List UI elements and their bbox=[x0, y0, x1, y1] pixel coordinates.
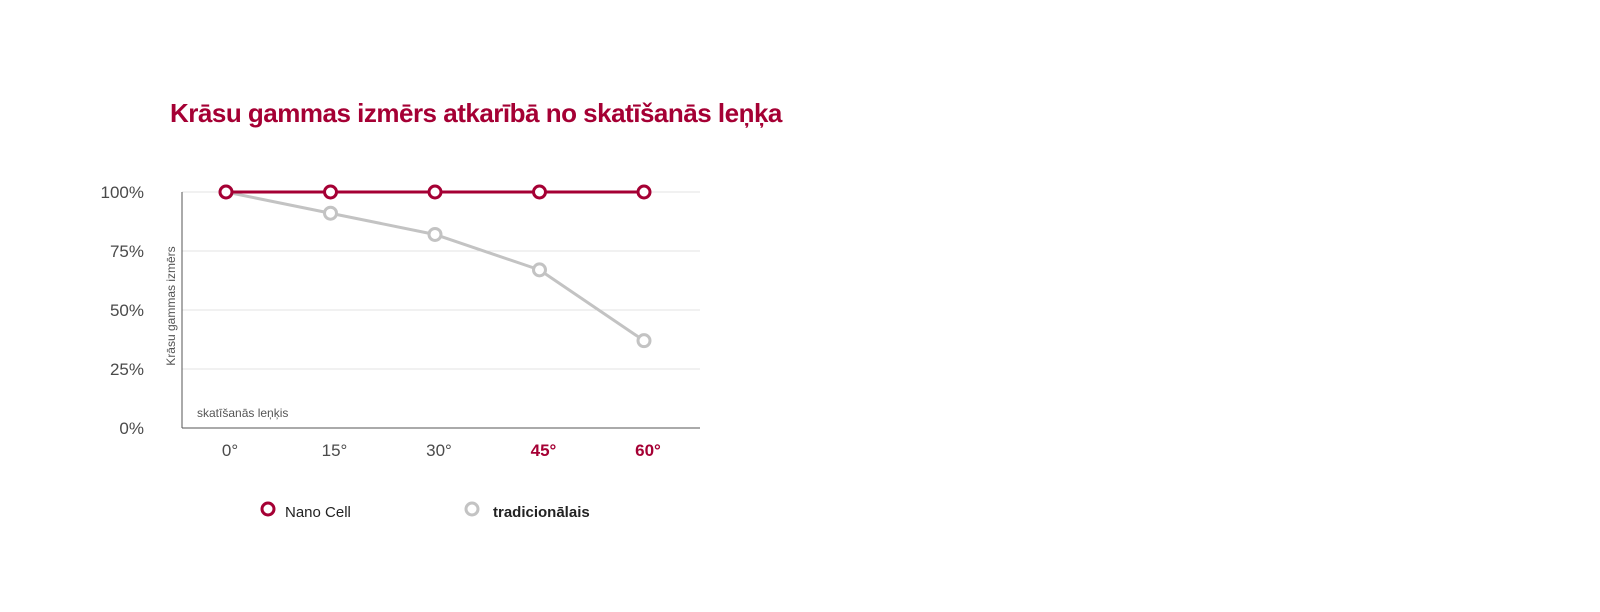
x-tick-label: 30° bbox=[426, 441, 452, 460]
series-1 bbox=[218, 184, 652, 349]
legend-marker bbox=[260, 501, 276, 517]
data-point bbox=[427, 184, 443, 200]
x-tick-labels: 0° 15° 30° 45° 60° bbox=[222, 441, 661, 460]
chart-title: Krāsu gammas izmērs atkarībā no skatīšan… bbox=[170, 98, 782, 128]
y-tick-label: 25% bbox=[110, 360, 144, 379]
legend-label: tradicionālais bbox=[493, 504, 590, 521]
data-point bbox=[532, 184, 547, 200]
data-point bbox=[532, 262, 547, 278]
y-axis-label: Krāsu gammas izmērs bbox=[164, 246, 178, 365]
legend: Nano Cell tradicionālais bbox=[260, 501, 590, 521]
data-point bbox=[427, 226, 443, 242]
y-tick-label: 0% bbox=[119, 419, 144, 438]
y-tick-labels: 0% 25% 50% 75% 100% bbox=[101, 183, 144, 438]
data-point bbox=[323, 184, 338, 200]
x-tick-label: 45° bbox=[531, 441, 557, 460]
x-tick-label: 0° bbox=[222, 441, 238, 460]
series-0 bbox=[218, 184, 652, 200]
legend-marker bbox=[464, 501, 480, 517]
legend-label: Nano Cell bbox=[285, 504, 351, 521]
axes bbox=[181, 192, 700, 429]
y-tick-label: 50% bbox=[110, 301, 144, 320]
x-axis-label: skatīšanās leņķis bbox=[197, 406, 288, 420]
grid-lines bbox=[182, 191, 700, 370]
data-point bbox=[636, 184, 652, 200]
series bbox=[218, 184, 652, 349]
series-line bbox=[225, 190, 645, 342]
data-point bbox=[636, 333, 652, 349]
data-point bbox=[218, 184, 234, 200]
y-tick-label: 75% bbox=[110, 242, 144, 261]
x-tick-label: 15° bbox=[322, 441, 348, 460]
y-tick-label: 100% bbox=[101, 183, 144, 202]
data-point bbox=[323, 205, 338, 221]
x-tick-label: 60° bbox=[635, 441, 661, 460]
